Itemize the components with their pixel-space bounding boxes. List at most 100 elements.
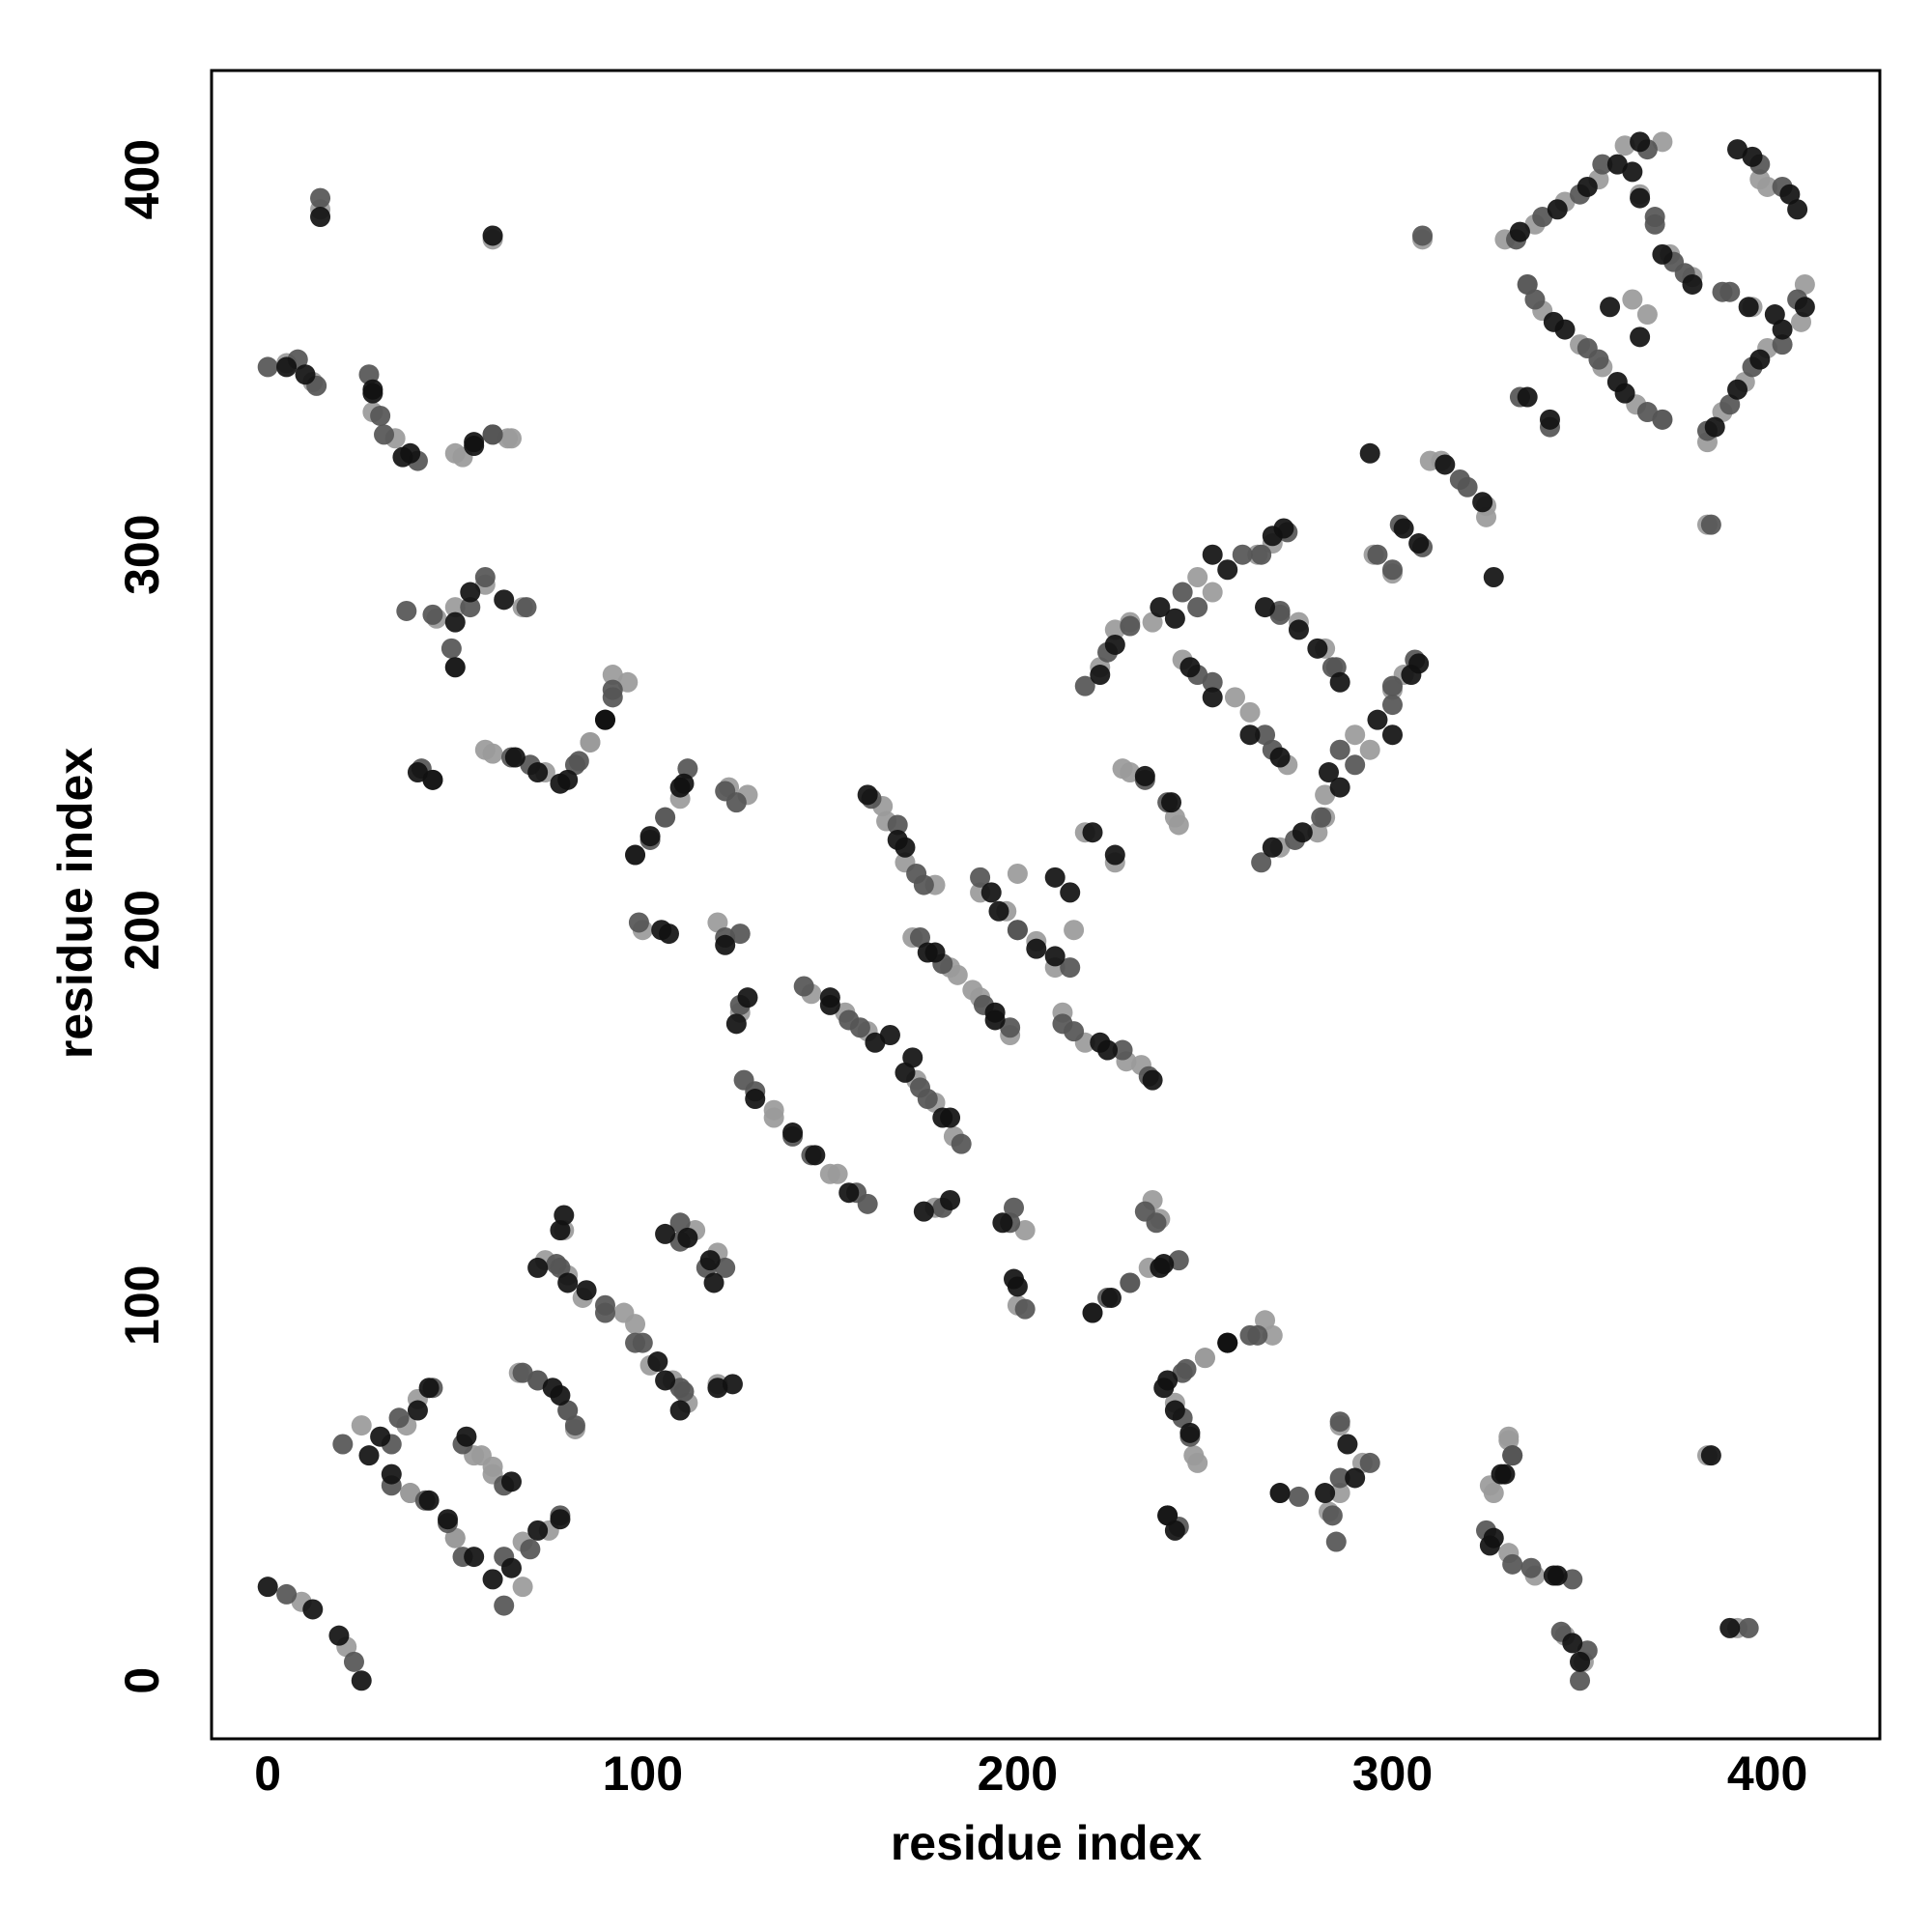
point <box>1142 611 1163 633</box>
point <box>456 1426 477 1447</box>
point <box>1325 1531 1347 1552</box>
point <box>437 1509 458 1530</box>
point <box>1255 724 1276 746</box>
point <box>1630 327 1651 348</box>
point <box>1719 1617 1741 1638</box>
point <box>1150 597 1171 618</box>
point <box>669 1400 691 1421</box>
point <box>1779 184 1801 205</box>
point <box>988 900 1009 922</box>
point <box>628 912 649 933</box>
point <box>1202 544 1223 565</box>
point <box>444 597 466 618</box>
point <box>1738 1617 1759 1638</box>
point <box>1194 1348 1215 1369</box>
point <box>422 769 443 790</box>
point <box>1502 1553 1523 1575</box>
point <box>343 1651 364 1672</box>
point <box>362 379 384 400</box>
point <box>1652 243 1673 265</box>
point <box>1543 1565 1564 1586</box>
point <box>887 829 908 850</box>
point <box>370 1426 391 1447</box>
point <box>557 769 579 790</box>
point <box>782 1122 804 1144</box>
point <box>1262 1324 1283 1346</box>
point <box>1727 379 1748 400</box>
point <box>440 638 462 659</box>
point <box>557 1400 579 1421</box>
point <box>374 424 395 445</box>
point <box>388 1407 410 1429</box>
point <box>1524 289 1546 310</box>
point <box>1064 1021 1085 1042</box>
point <box>970 867 991 888</box>
point <box>512 1362 533 1383</box>
point <box>1622 289 1643 310</box>
point <box>500 428 522 449</box>
point <box>464 436 485 457</box>
point <box>737 987 758 1009</box>
point <box>1539 409 1560 430</box>
point <box>1060 882 1081 903</box>
point <box>1483 1483 1504 1504</box>
point <box>1014 1298 1036 1320</box>
point <box>819 987 840 1009</box>
point <box>1435 454 1456 475</box>
point <box>1255 597 1276 618</box>
point <box>310 187 331 209</box>
point <box>1014 1220 1036 1241</box>
point <box>1381 675 1403 696</box>
point <box>895 1062 916 1083</box>
point <box>482 225 503 246</box>
x-tick-label: 300 <box>1352 1747 1433 1801</box>
point <box>460 597 481 618</box>
point <box>1787 199 1808 220</box>
point <box>677 1227 698 1248</box>
point <box>1217 1332 1238 1353</box>
point <box>1727 139 1748 160</box>
x-axis-title: residue index <box>891 1816 1203 1870</box>
y-tick-label: 200 <box>115 890 169 970</box>
point <box>1251 852 1272 873</box>
point <box>1345 754 1366 776</box>
point <box>1004 1268 1025 1290</box>
point <box>707 1378 728 1399</box>
point <box>625 1314 646 1335</box>
point <box>1273 518 1294 539</box>
point <box>984 1009 1006 1031</box>
point <box>1179 1422 1201 1443</box>
point <box>576 1280 597 1301</box>
point <box>550 1509 571 1530</box>
point <box>460 582 481 603</box>
point <box>1449 469 1470 490</box>
point <box>1164 608 1185 629</box>
point <box>527 1370 549 1391</box>
point <box>594 1302 615 1323</box>
point <box>1239 701 1261 723</box>
point <box>1749 169 1771 190</box>
point <box>400 1483 421 1504</box>
point <box>1517 273 1538 295</box>
point <box>1104 634 1125 655</box>
point <box>715 1257 736 1278</box>
point <box>1164 1520 1185 1541</box>
point <box>1255 1310 1276 1331</box>
point <box>1329 1467 1350 1489</box>
point <box>276 1583 298 1605</box>
point <box>1187 567 1208 588</box>
point <box>827 1163 848 1184</box>
point <box>1562 1633 1583 1654</box>
point <box>1592 154 1613 175</box>
point <box>655 1370 676 1391</box>
point <box>310 207 331 228</box>
point <box>699 1250 721 1271</box>
point <box>602 687 623 708</box>
y-axis-title: residue index <box>48 748 102 1060</box>
point <box>1104 844 1125 866</box>
point <box>494 1595 515 1616</box>
point <box>1120 615 1141 637</box>
point <box>1359 1452 1380 1473</box>
point <box>1772 334 1793 355</box>
